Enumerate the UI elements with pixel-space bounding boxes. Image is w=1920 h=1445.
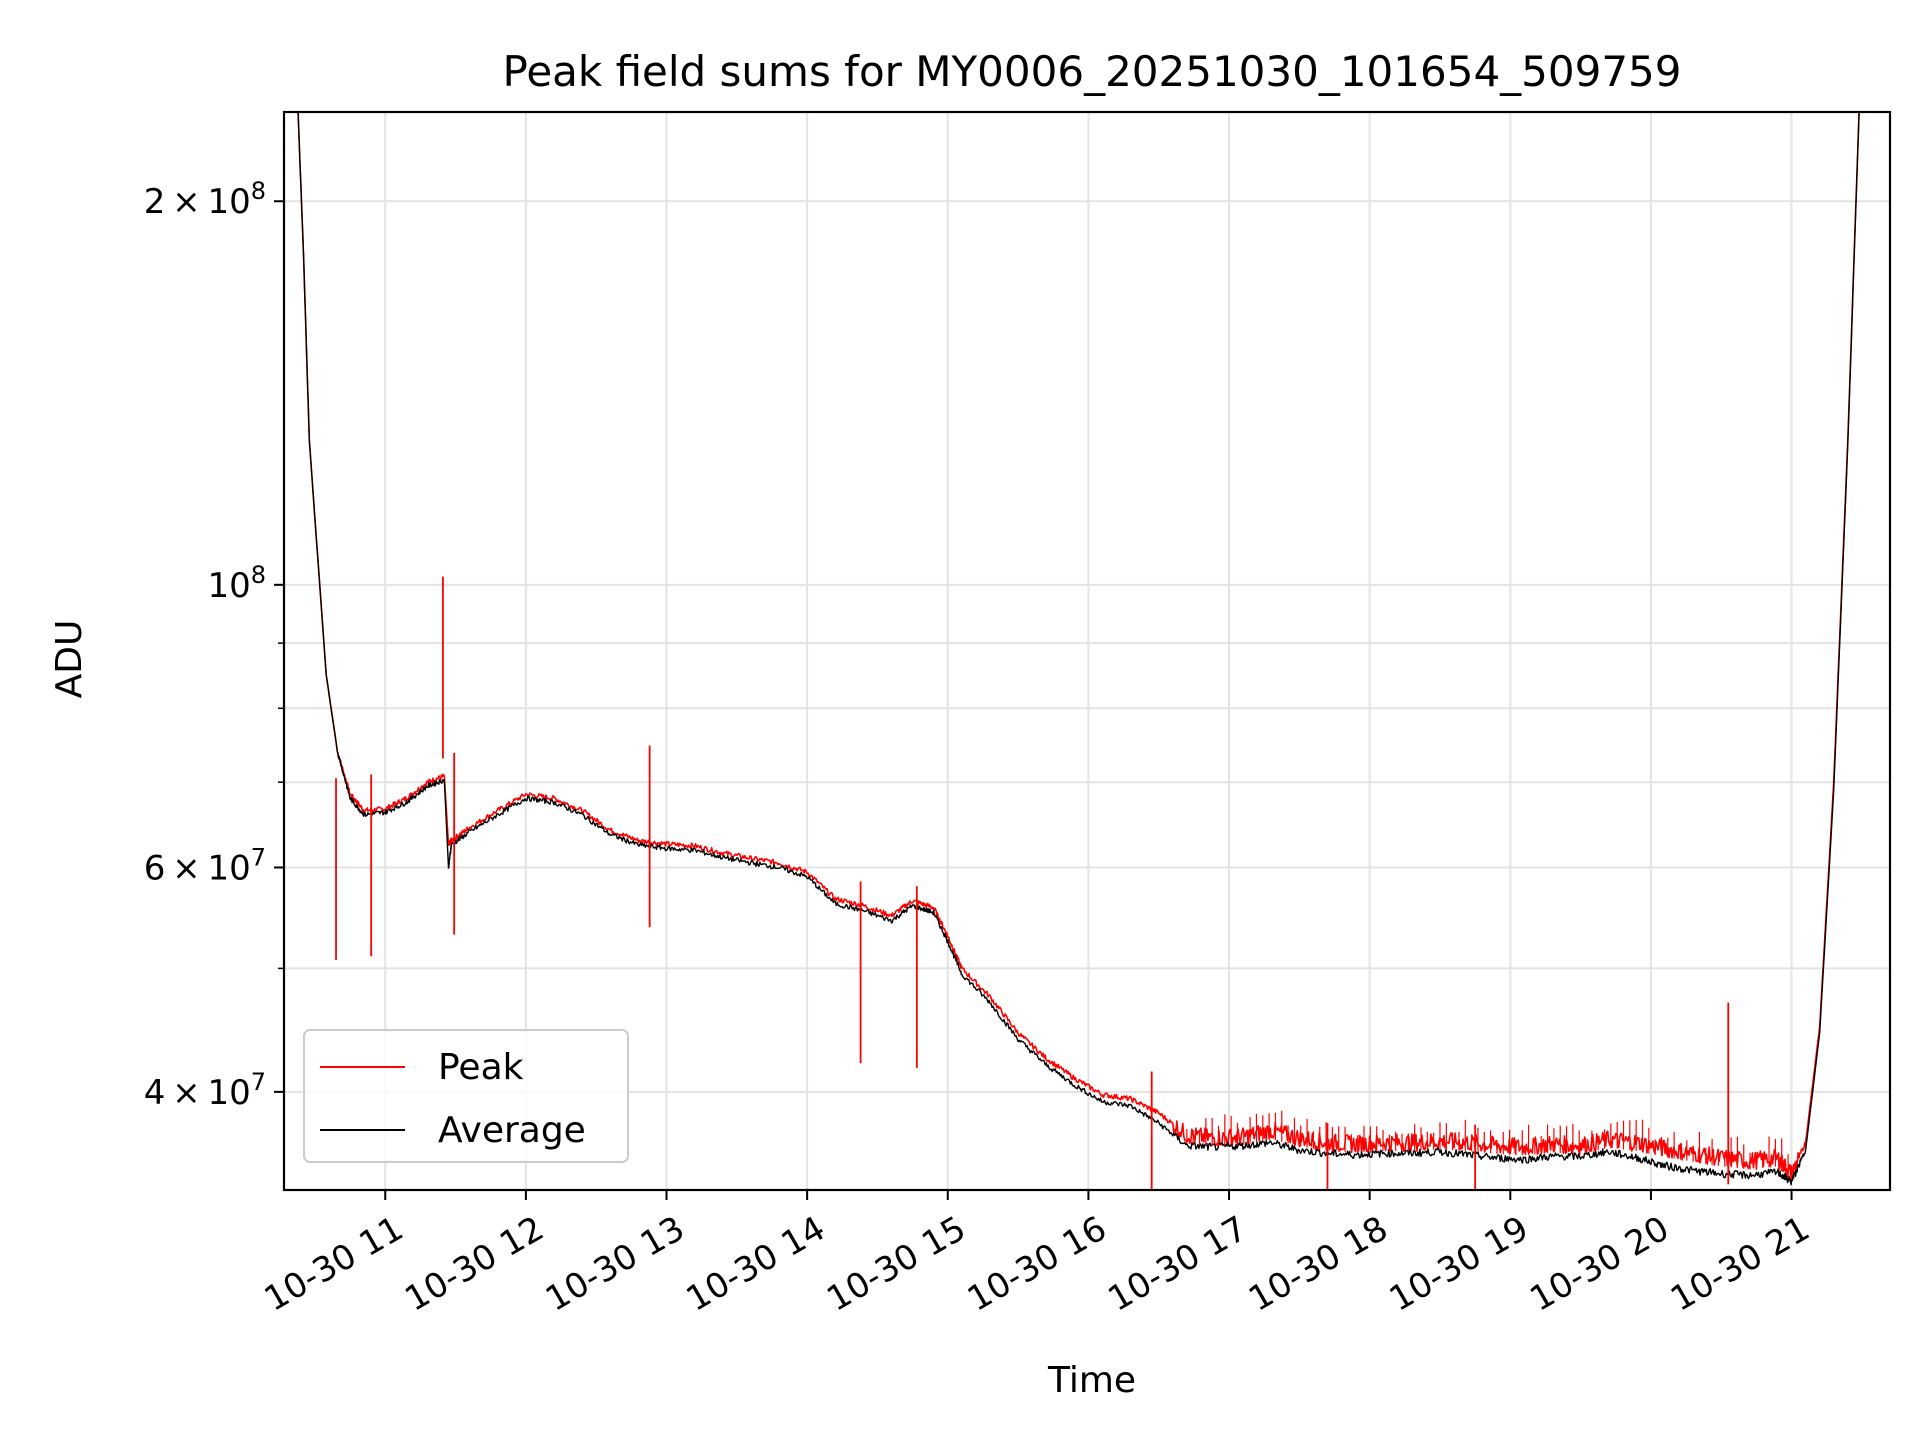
x-axis-label: Time <box>1047 1360 1136 1401</box>
legend-label-peak: Peak <box>438 1047 524 1088</box>
legend: Peak Average <box>303 1029 629 1163</box>
y-axis-label: ADU <box>49 620 90 699</box>
series-lines <box>297 112 1860 1190</box>
gridlines <box>284 112 1890 1190</box>
chart-title: Peak field sums for MY0006_20251030_1016… <box>502 47 1681 96</box>
y-tick-label: 108 <box>207 561 266 606</box>
plot-frame <box>282 110 1892 1192</box>
series-line-average <box>297 112 1860 1186</box>
y-tick-label: 6 × 107 <box>144 843 266 888</box>
legend-label-average: Average <box>438 1110 586 1151</box>
series-line-peak <box>297 112 1860 1182</box>
y-tick-label: 2 × 108 <box>144 177 266 222</box>
axes-frame <box>282 110 1892 1192</box>
y-tick-label: 4 × 107 <box>144 1068 266 1113</box>
